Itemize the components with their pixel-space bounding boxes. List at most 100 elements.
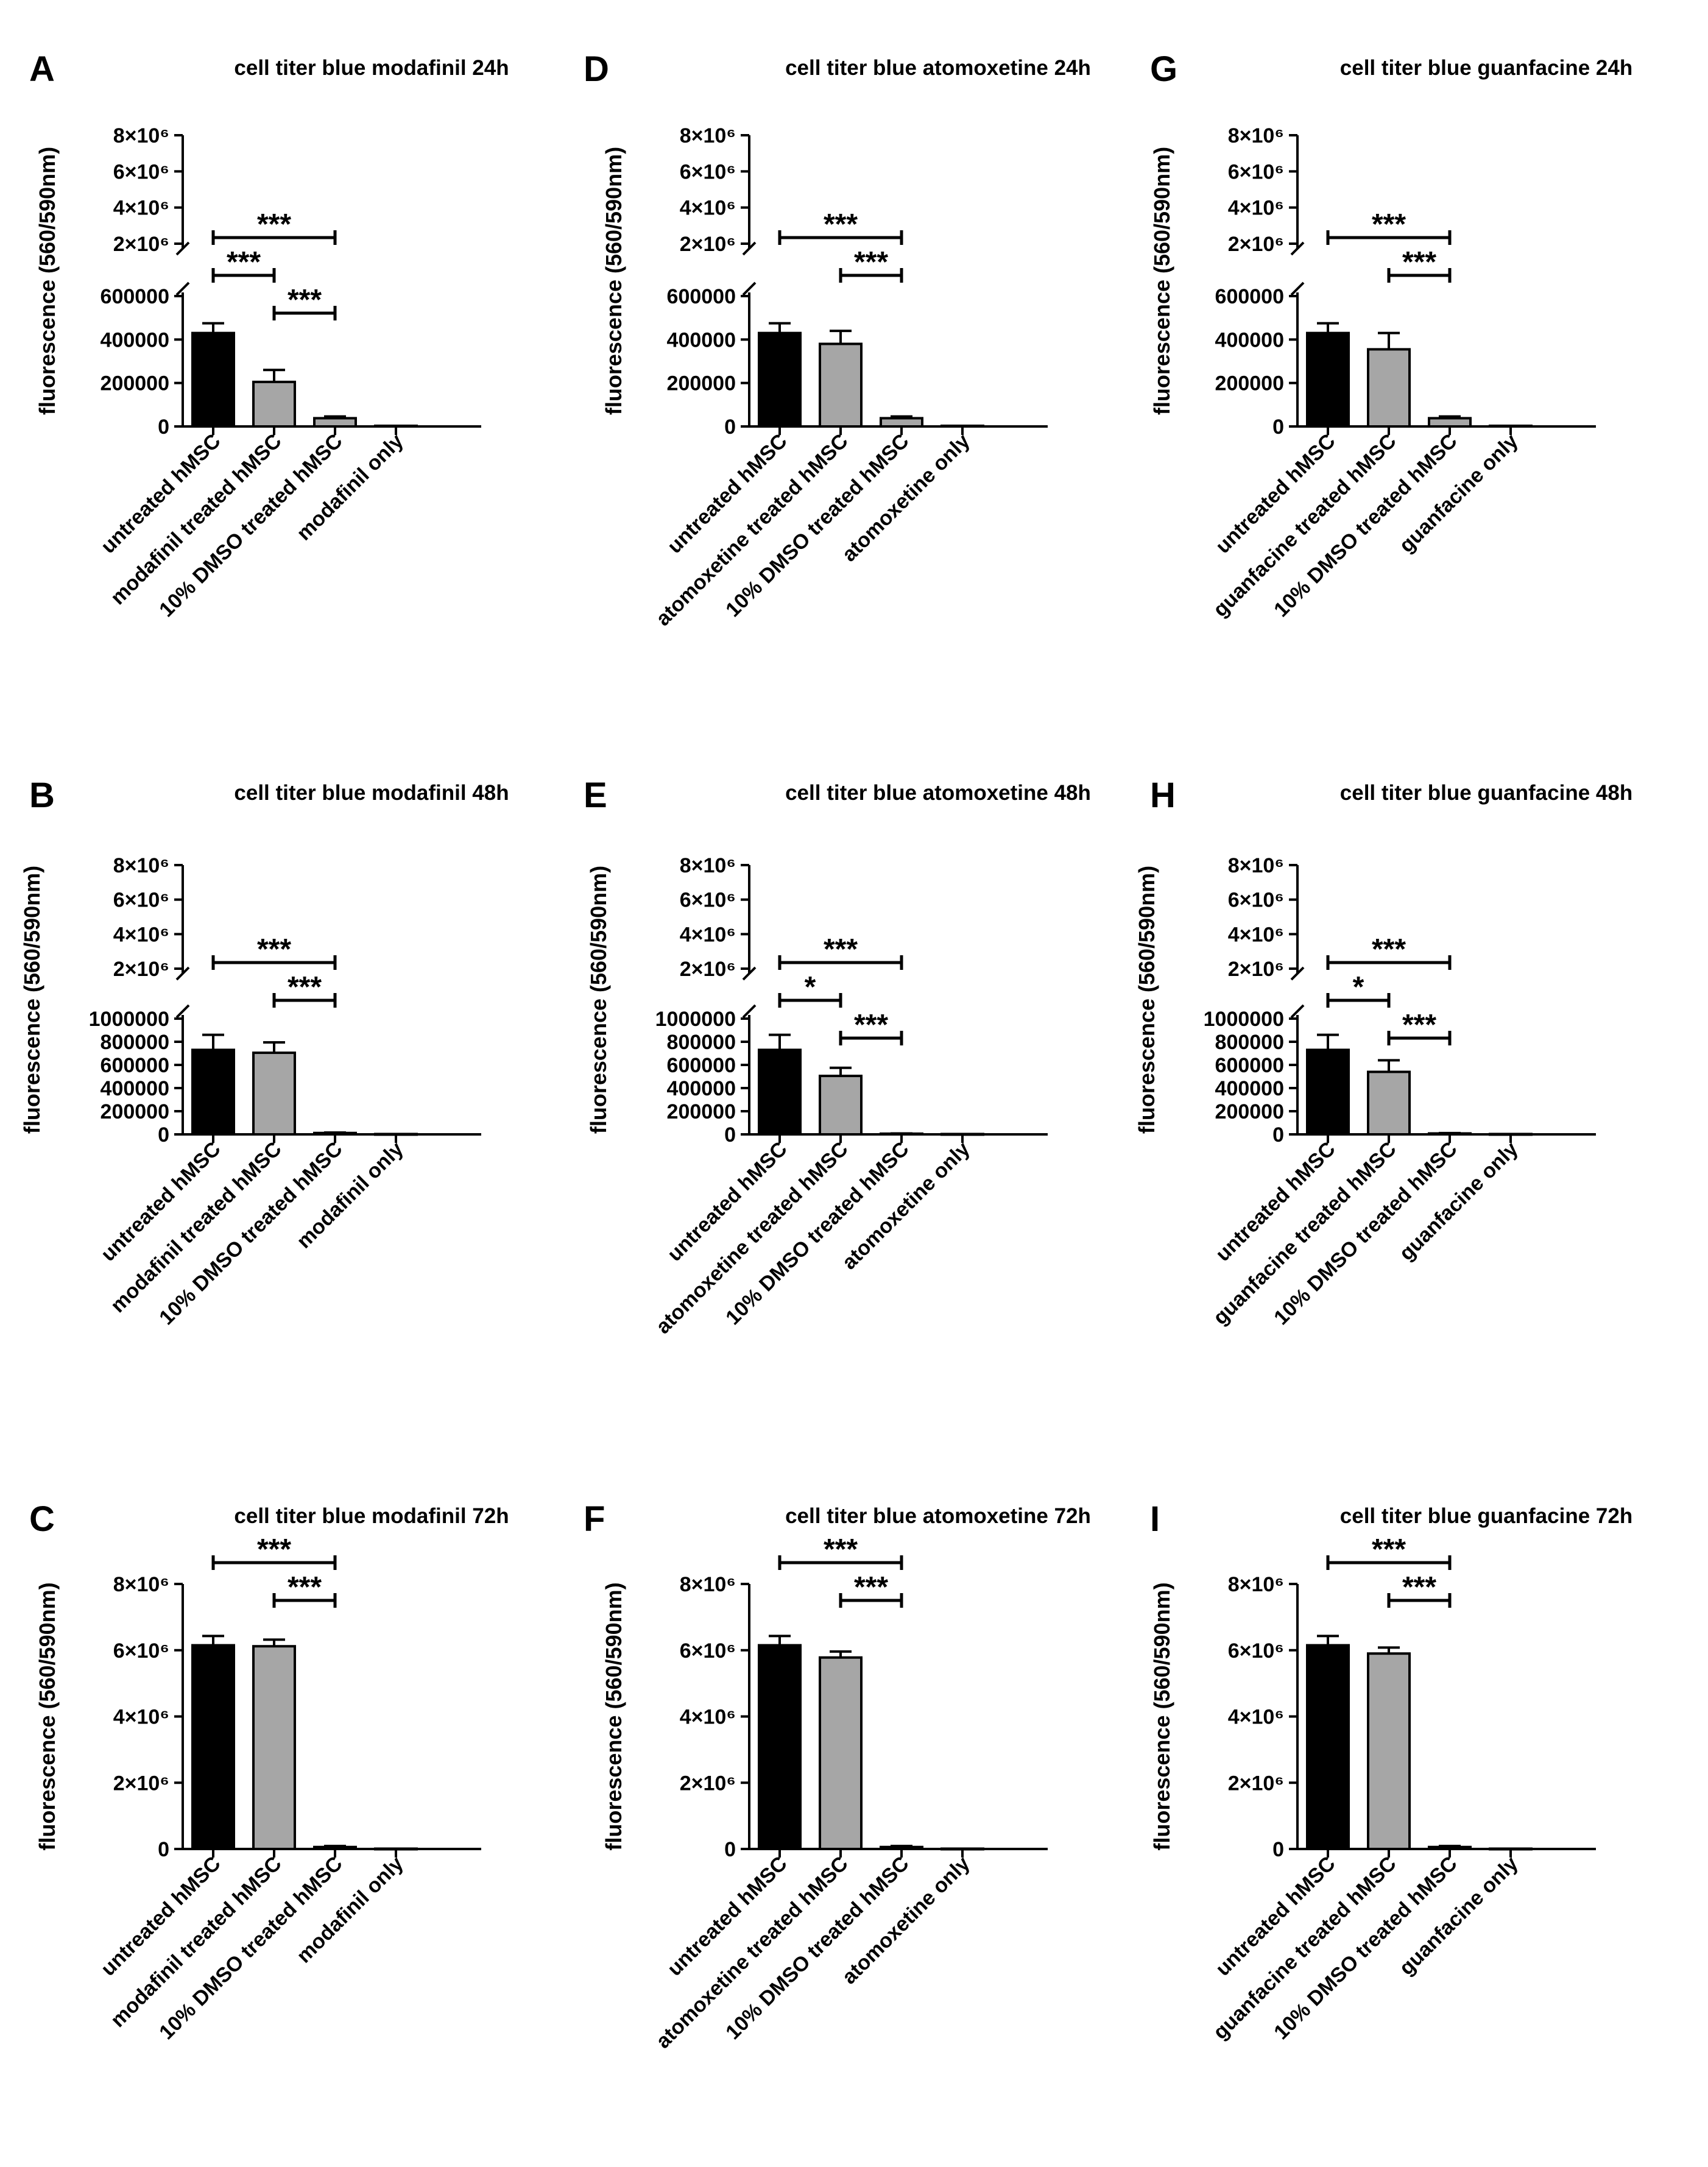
y-tick-label: 8×10⁶ xyxy=(680,1573,736,1596)
significance-bracket: *** xyxy=(272,971,337,1008)
y-tick-label: 6×10⁶ xyxy=(1228,889,1284,912)
y-tick-label: 200000 xyxy=(1215,372,1284,395)
y-tick-label: 6×10⁶ xyxy=(1228,160,1284,183)
significance-bracket: *** xyxy=(272,284,337,320)
y-axis-title-c: fluorescence (560/590nm) xyxy=(35,1582,60,1850)
y-tick-label: 400000 xyxy=(667,1077,736,1100)
y-axis-title-a: fluorescence (560/590nm) xyxy=(35,147,60,415)
chart-title-f: cell titer blue atomoxetine 72h xyxy=(785,1504,1091,1528)
y-tick-label: 4×10⁶ xyxy=(113,1706,169,1729)
y-tick-label: 2×10⁶ xyxy=(1228,1772,1284,1795)
y-tick-label: 1000000 xyxy=(1204,1008,1284,1031)
y-tick-label: 200000 xyxy=(101,1100,169,1123)
y-tick-label: 0 xyxy=(724,1123,736,1147)
y-tick-label: 8×10⁶ xyxy=(680,124,736,147)
significance-bracket: *** xyxy=(778,1533,903,1570)
panel-letter-h: H xyxy=(1150,776,1176,815)
bar-a-1 xyxy=(191,331,235,428)
panel-letter-g: G xyxy=(1150,49,1177,89)
bar-c-3 xyxy=(313,1845,357,1851)
significance-label: *** xyxy=(1402,246,1436,278)
bar-d-3 xyxy=(880,417,923,428)
axis-break-mark xyxy=(1290,1004,1305,1019)
y-tick-label: 6×10⁶ xyxy=(680,160,736,183)
bar-d-2 xyxy=(819,342,863,428)
y-tick-label: 400000 xyxy=(1215,1077,1284,1100)
y-tick-label: 4×10⁶ xyxy=(680,923,736,946)
y-axis-title-e: fluorescence (560/590nm) xyxy=(586,866,611,1134)
y-tick-label: 4×10⁶ xyxy=(113,197,169,220)
bar-f-2 xyxy=(819,1656,863,1850)
y-tick-label: 0 xyxy=(724,1838,736,1861)
bar-c-2 xyxy=(252,1645,296,1851)
y-tick-label: 4×10⁶ xyxy=(680,1706,736,1729)
y-tick-label: 1000000 xyxy=(655,1008,736,1031)
y-tick-label: 6×10⁶ xyxy=(113,160,169,183)
bar-g-2 xyxy=(1367,348,1411,428)
panel-letter-c: C xyxy=(29,1499,55,1539)
y-tick-label: 400000 xyxy=(1215,328,1284,352)
bar-e-2 xyxy=(819,1075,863,1136)
significance-bracket: *** xyxy=(1326,933,1452,970)
y-tick-label: 800000 xyxy=(667,1031,736,1054)
significance-bracket: *** xyxy=(211,246,276,283)
y-axis-title-f: fluorescence (560/590nm) xyxy=(601,1582,626,1850)
bar-i-3 xyxy=(1428,1845,1472,1851)
y-tick-label: 2×10⁶ xyxy=(680,233,736,256)
y-tick-label: 0 xyxy=(1272,415,1284,439)
chart-title-d: cell titer blue atomoxetine 24h xyxy=(785,56,1091,80)
significance-bracket: *** xyxy=(778,208,903,245)
y-tick-label: 0 xyxy=(158,1123,169,1147)
y-tick-label: 6×10⁶ xyxy=(680,889,736,912)
y-tick-label: 2×10⁶ xyxy=(113,958,169,981)
y-tick-label: 600000 xyxy=(101,285,169,308)
significance-label: *** xyxy=(288,284,322,316)
axis-break-mark xyxy=(175,281,190,296)
significance-bracket: *** xyxy=(839,1571,903,1608)
significance-bracket: *** xyxy=(778,933,903,970)
y-tick-label: 200000 xyxy=(101,372,169,395)
y-tick-label: 200000 xyxy=(667,1100,736,1123)
significance-bracket: *** xyxy=(1387,1009,1452,1045)
bar-f-3 xyxy=(880,1845,923,1851)
y-tick-label: 600000 xyxy=(667,285,736,308)
axis-break-mark xyxy=(1290,281,1305,296)
significance-label: *** xyxy=(227,246,261,278)
y-tick-label: 8×10⁶ xyxy=(113,1573,169,1596)
category-label: modafinil only xyxy=(292,430,408,545)
significance-label: *** xyxy=(1372,1533,1406,1566)
y-axis-title-g: fluorescence (560/590nm) xyxy=(1149,147,1174,415)
significance-bracket: *** xyxy=(211,933,337,970)
y-tick-label: 800000 xyxy=(1215,1031,1284,1054)
panel-letter-b: B xyxy=(29,776,55,815)
axis-break-mark xyxy=(742,1004,757,1019)
chart-title-a: cell titer blue modafinil 24h xyxy=(234,56,509,80)
axis-break-mark xyxy=(742,966,757,981)
axis-break-mark xyxy=(175,966,190,981)
y-tick-label: 600000 xyxy=(1215,285,1284,308)
panel-letter-e: E xyxy=(584,776,607,815)
y-tick-label: 6×10⁶ xyxy=(113,1639,169,1663)
significance-label: * xyxy=(1353,971,1364,1003)
chart-title-b: cell titer blue modafinil 48h xyxy=(234,781,509,805)
significance-label: *** xyxy=(1402,1571,1436,1603)
panel-letter-a: A xyxy=(29,49,55,89)
y-tick-label: 8×10⁶ xyxy=(113,854,169,877)
significance-label: *** xyxy=(288,971,322,1003)
chart-title-c: cell titer blue modafinil 72h xyxy=(234,1504,509,1528)
y-axis-title-d: fluorescence (560/590nm) xyxy=(601,147,626,415)
significance-label: *** xyxy=(854,246,888,278)
significance-bracket: *** xyxy=(1326,208,1452,245)
y-tick-label: 8×10⁶ xyxy=(113,124,169,147)
y-tick-label: 0 xyxy=(1272,1123,1284,1147)
y-tick-label: 6×10⁶ xyxy=(1228,1639,1284,1663)
y-tick-label: 2×10⁶ xyxy=(113,1772,169,1795)
y-tick-label: 600000 xyxy=(101,1054,169,1077)
y-tick-label: 4×10⁶ xyxy=(113,923,169,946)
bar-e-1 xyxy=(758,1048,802,1136)
